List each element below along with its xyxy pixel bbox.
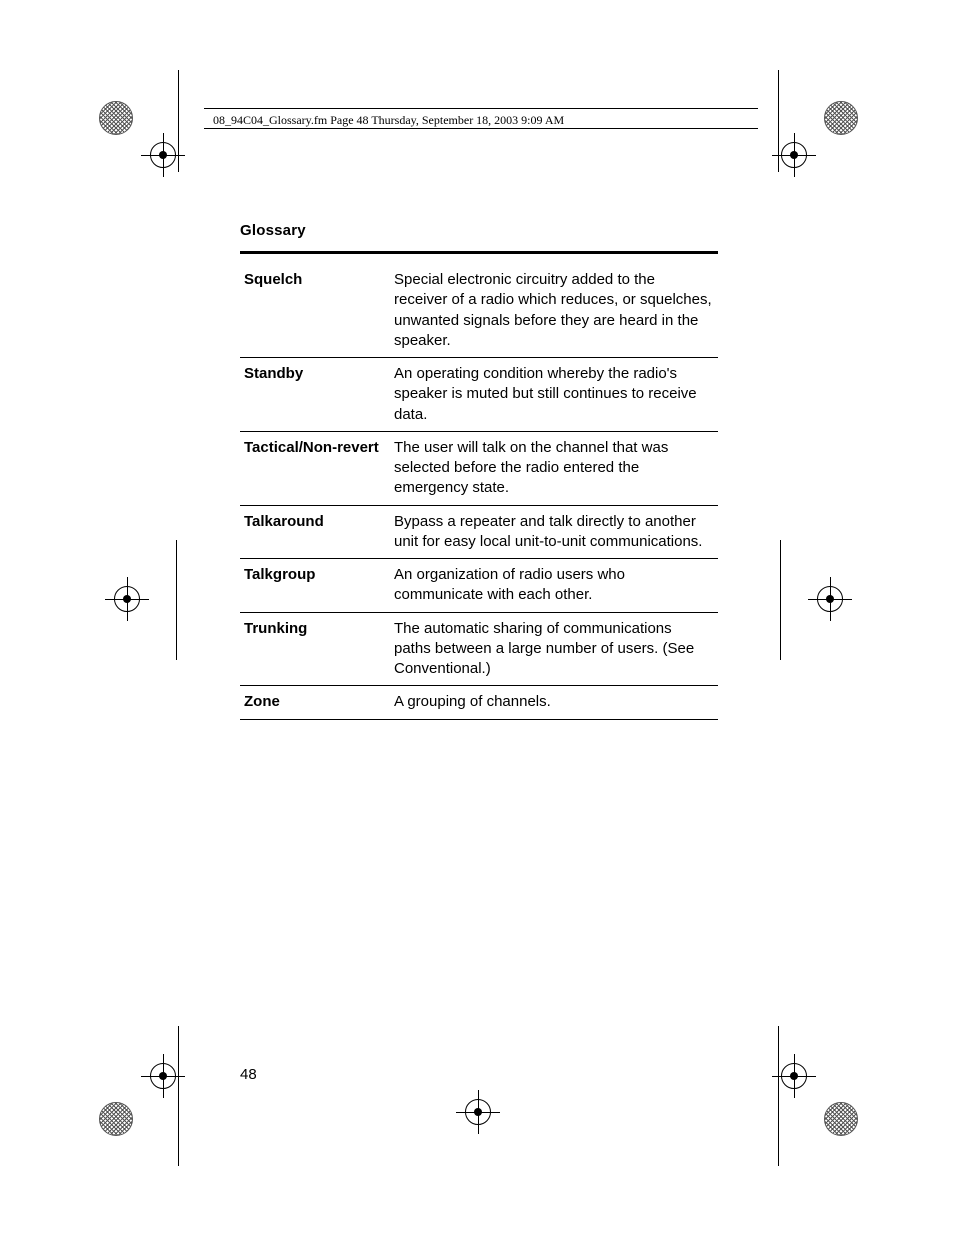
- glossary-term: Trunking: [240, 612, 390, 686]
- section-title: Glossary: [240, 222, 718, 254]
- cropline-ml-v: [176, 540, 177, 660]
- regmark-bl: [147, 1060, 179, 1092]
- glossary-term: Tactical/Non-revert: [240, 431, 390, 505]
- glossary-definition: An operating condition whereby the radio…: [390, 358, 718, 432]
- cropline-mr-v: [780, 540, 781, 660]
- glossary-table: SquelchSpecial electronic circuitry adde…: [240, 264, 718, 720]
- corner-circle-br: [824, 1102, 858, 1136]
- glossary-definition: The automatic sharing of communications …: [390, 612, 718, 686]
- cropline-bl-v: [178, 1026, 179, 1166]
- glossary-definition: Special electronic circuitry added to th…: [390, 264, 718, 358]
- corner-circle-bl: [99, 1102, 133, 1136]
- print-header: 08_94C04_Glossary.fm Page 48 Thursday, S…: [213, 113, 564, 128]
- glossary-row: SquelchSpecial electronic circuitry adde…: [240, 264, 718, 358]
- header-rule-top: [204, 108, 758, 109]
- regmark-ml: [111, 583, 143, 615]
- glossary-row: TrunkingThe automatic sharing of communi…: [240, 612, 718, 686]
- glossary-row: Tactical/Non-revertThe user will talk on…: [240, 431, 718, 505]
- glossary-definition: The user will talk on the channel that w…: [390, 431, 718, 505]
- regmark-bc: [462, 1096, 494, 1128]
- glossary-definition: An organization of radio users who commu…: [390, 559, 718, 613]
- header-rule-bot: [204, 128, 758, 129]
- glossary-row: StandbyAn operating condition whereby th…: [240, 358, 718, 432]
- corner-circle-tr: [824, 101, 858, 135]
- glossary-row: TalkgroupAn organization of radio users …: [240, 559, 718, 613]
- glossary-term: Zone: [240, 686, 390, 719]
- page-number: 48: [240, 1066, 257, 1083]
- glossary-term: Talkgroup: [240, 559, 390, 613]
- regmark-br: [778, 1060, 810, 1092]
- cropline-tr-v: [778, 70, 779, 172]
- glossary-term: Talkaround: [240, 505, 390, 559]
- glossary-row: TalkaroundBypass a repeater and talk dir…: [240, 505, 718, 559]
- cropline-tl-v: [178, 70, 179, 172]
- glossary-definition: Bypass a repeater and talk directly to a…: [390, 505, 718, 559]
- glossary-row: ZoneA grouping of channels.: [240, 686, 718, 719]
- glossary-term: Standby: [240, 358, 390, 432]
- corner-circle-tl: [99, 101, 133, 135]
- regmark-mr: [814, 583, 846, 615]
- regmark-tl: [147, 139, 179, 171]
- glossary-definition: A grouping of channels.: [390, 686, 718, 719]
- page-content: Glossary SquelchSpecial electronic circu…: [240, 222, 718, 720]
- regmark-tr: [778, 139, 810, 171]
- cropline-br-v: [778, 1026, 779, 1166]
- glossary-term: Squelch: [240, 264, 390, 358]
